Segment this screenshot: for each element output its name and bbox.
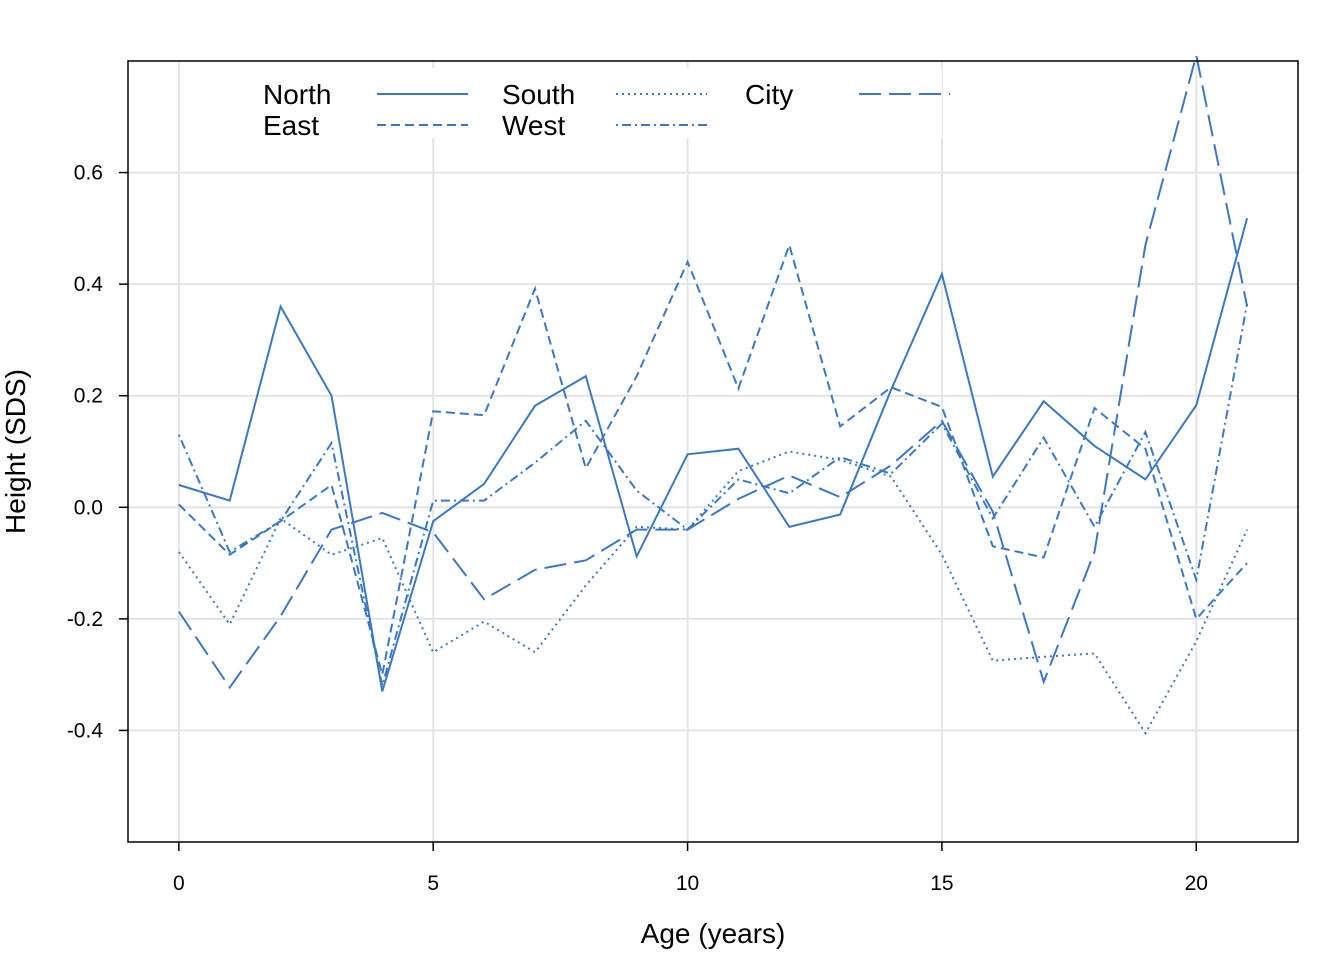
legend-label-city: City — [745, 79, 793, 110]
x-axis-title: Age (years) — [641, 918, 786, 949]
y-tick-label: -0.4 — [67, 719, 104, 742]
x-axis: 0 5 10 15 20 — [173, 842, 1208, 895]
y-axis: -0.4 -0.2 0.0 0.2 0.4 0.6 — [67, 162, 128, 742]
y-tick-label: 0.0 — [74, 496, 103, 519]
y-tick-label: 0.4 — [74, 273, 104, 296]
plot-frame — [127, 60, 1299, 843]
series-line-west — [177, 303, 1249, 687]
y-tick-label: 0.2 — [74, 385, 103, 408]
grid-lines — [128, 61, 1298, 842]
series-line-north — [178, 218, 1249, 692]
x-tick-label: 20 — [1185, 872, 1208, 895]
x-tick-label: 15 — [930, 872, 953, 895]
series-lines — [177, 55, 1249, 736]
legend-label-south: South — [502, 79, 575, 110]
x-tick-label: 0 — [173, 872, 185, 895]
series-line-city — [178, 55, 1249, 690]
y-axis-title: Height (SDS) — [0, 369, 31, 534]
legend-label-east: East — [263, 110, 319, 141]
legend-background — [252, 68, 942, 138]
series-line-east — [178, 241, 1248, 675]
legend: North South City East West — [263, 79, 950, 141]
legend-label-north: North — [263, 79, 331, 110]
y-tick-label: -0.2 — [67, 608, 103, 631]
y-tick-label: 0.6 — [74, 162, 103, 185]
x-tick-label: 5 — [427, 872, 439, 895]
legend-label-west: West — [502, 110, 565, 141]
series-line-south — [178, 450, 1249, 736]
x-tick-label: 10 — [676, 872, 699, 895]
